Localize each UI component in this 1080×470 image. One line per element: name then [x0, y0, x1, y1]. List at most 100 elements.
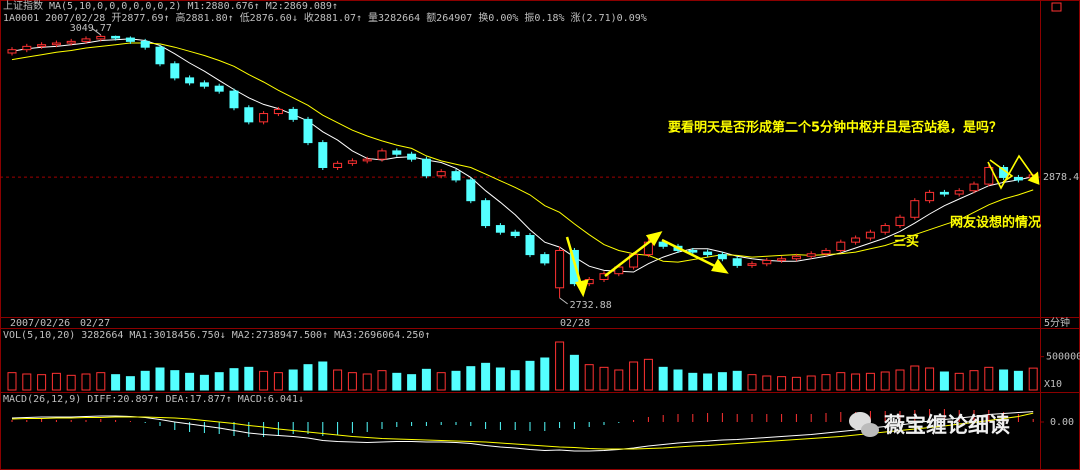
volume-bar	[658, 366, 668, 391]
candle-body	[954, 190, 964, 195]
volume-bar	[333, 369, 343, 391]
marks: 上证指数 MA(5,10,0,0,0,0,0,0,2) M1:2880.676↑ M2…	[0, 0, 1080, 452]
volume-bar	[732, 370, 742, 391]
arrow	[604, 235, 658, 277]
low-label: 2732.88	[570, 300, 612, 311]
candle-body	[199, 82, 209, 87]
candle-body	[273, 108, 283, 115]
candle-body	[1013, 176, 1023, 181]
volume-bar	[688, 372, 698, 391]
candle-body	[466, 179, 476, 202]
header-item: M1:2880.676↑	[187, 1, 259, 12]
arrow	[989, 159, 1014, 183]
x-tick-label: 02/27	[80, 318, 110, 329]
header-item: 1A0001	[3, 13, 39, 24]
candle-body	[244, 107, 254, 123]
volume-bar	[762, 375, 772, 391]
candle-body	[510, 231, 520, 237]
volume-bar	[643, 358, 653, 391]
candle-body	[599, 273, 609, 280]
candle-body	[259, 113, 269, 123]
volume-bar	[377, 370, 387, 391]
arrowhead	[1027, 171, 1040, 185]
candle-body	[362, 158, 372, 162]
volume-bar	[555, 341, 565, 391]
window-icon	[1051, 2, 1062, 12]
y-tick-label: 500000	[1046, 352, 1080, 363]
candle-body	[288, 108, 298, 120]
volume-bar	[925, 367, 935, 391]
candle-body	[732, 258, 742, 266]
volume-bar	[96, 372, 106, 391]
x-tick-label: 02/28	[560, 318, 590, 329]
volume-bar	[984, 366, 994, 391]
volume-bar	[599, 366, 609, 391]
candle-body	[51, 42, 61, 46]
candle-body	[791, 255, 801, 260]
volume-bar	[155, 367, 165, 391]
header-item: 额264907	[426, 11, 472, 24]
candle-body	[214, 85, 224, 92]
volume-bar	[259, 370, 269, 391]
candle-body	[333, 162, 343, 168]
header-item: DEA:17.877↑	[166, 394, 232, 405]
candle-body	[81, 38, 91, 42]
volume-bar	[629, 361, 639, 391]
volume-bar	[214, 372, 224, 391]
volume-bar	[199, 374, 209, 391]
header-item: MACD:6.041↓	[238, 394, 304, 405]
candle-body	[525, 235, 535, 256]
volume-bar	[407, 374, 417, 391]
candle-body	[37, 44, 47, 47]
header-item: MA2:2738947.500↑	[232, 330, 328, 341]
arrow	[987, 154, 1037, 190]
candle-body	[392, 150, 402, 155]
volume-bar	[66, 374, 76, 391]
header-item: 2007/02/28	[45, 13, 105, 24]
header-item: MACD(26,12,9)	[3, 394, 81, 405]
last-price-label: 2878.4	[1043, 172, 1079, 183]
annotation: 三买	[893, 235, 919, 250]
volume-bar	[954, 372, 964, 391]
candle-body	[111, 35, 121, 39]
arrowhead	[645, 231, 663, 247]
header-item: 高2881.80↑	[176, 11, 234, 24]
candle-body	[66, 40, 76, 44]
candle-body	[377, 150, 387, 160]
candle-body	[436, 171, 446, 177]
volume-bar	[1013, 370, 1023, 391]
volume-bar	[495, 367, 505, 391]
volume-bar	[673, 369, 683, 391]
volume-bar	[510, 370, 520, 391]
candle-body	[540, 254, 550, 264]
candle-body	[155, 46, 165, 65]
candle-body	[821, 249, 831, 255]
volume-bar	[229, 368, 239, 391]
arrowhead	[711, 258, 729, 274]
candle-body	[481, 200, 491, 227]
volume-bar	[525, 360, 535, 391]
volume-bar	[140, 370, 150, 391]
header-item: 3282664	[81, 330, 123, 341]
annotation: 网友设想的情况	[950, 215, 1041, 231]
volume-bar	[7, 372, 17, 391]
candle-body	[762, 259, 772, 265]
candle-body	[688, 249, 698, 253]
arrow	[661, 238, 724, 272]
candle-body	[421, 158, 431, 177]
candle-body	[851, 237, 861, 243]
candle-body	[880, 225, 890, 233]
volume-bar	[777, 376, 787, 391]
arrows	[565, 154, 1040, 298]
candle-body	[969, 183, 979, 192]
volume-bar	[1028, 367, 1038, 391]
candle-body	[836, 241, 846, 251]
volume-bar	[569, 354, 579, 391]
volume-bar	[851, 373, 861, 391]
watermark-icon	[861, 423, 879, 437]
candle-body	[806, 253, 816, 257]
volume-bar	[969, 370, 979, 391]
header-item: 量3282664	[368, 12, 420, 24]
